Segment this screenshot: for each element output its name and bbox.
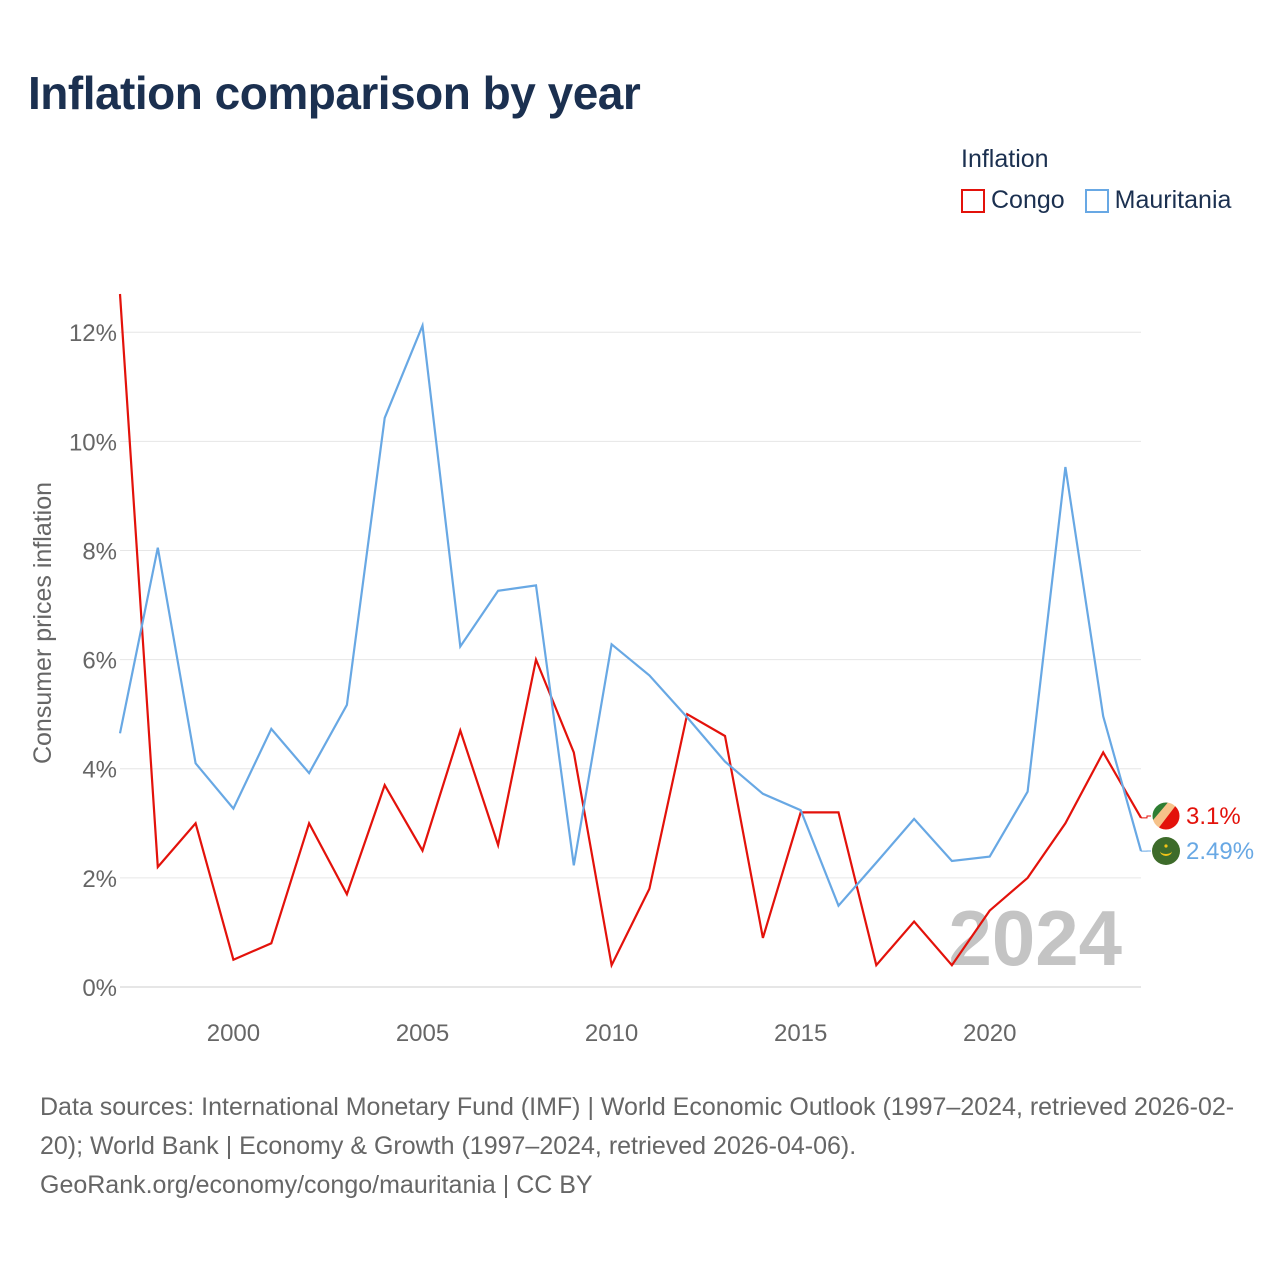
legend-label-congo: Congo <box>991 186 1065 214</box>
legend-item-congo[interactable]: Congo <box>961 186 1065 215</box>
congo-flag-icon <box>1151 801 1181 831</box>
mauritania-flag-icon <box>1152 837 1180 865</box>
end-label-congo: 3.1% <box>1186 803 1241 830</box>
x-tick-label: 2020 <box>963 1020 1016 1047</box>
y-tick-label: 8% <box>82 538 117 565</box>
chart-title: Inflation comparison by year <box>28 67 641 119</box>
legend-swatch-mauritania <box>1084 188 1109 213</box>
series <box>118 293 1143 969</box>
end-label-mauritania: 2.49% <box>1186 838 1254 865</box>
y-axis-label: Consumer prices inflation <box>29 482 57 764</box>
y-tick-label: 12% <box>69 320 117 347</box>
series-line-mauritania <box>118 321 1143 908</box>
y-tick-label: 2% <box>82 866 117 893</box>
year-watermark: 2024 <box>948 894 1122 982</box>
legend-swatch-congo <box>961 188 985 213</box>
end-connector-congo <box>1141 815 1151 819</box>
credit[interactable]: GeoRank.org/economy/congo/mauritania | C… <box>40 1171 593 1199</box>
y-tick-label: 4% <box>82 757 117 784</box>
footer: Data sources: International Monetary Fun… <box>40 1088 1250 1205</box>
series-line-congo <box>118 293 1142 969</box>
end-labels: 3.1% 2.49% <box>1141 801 1254 865</box>
x-tick-label: 2000 <box>207 1020 260 1047</box>
data-sources: Data sources: International Monetary Fun… <box>40 1093 1235 1160</box>
legend-label-mauritania: Mauritania <box>1114 186 1232 214</box>
legend-title: Inflation <box>961 145 1049 173</box>
y-tick-label: 10% <box>69 429 117 456</box>
legend: Congo Mauritania <box>961 186 1251 215</box>
x-tick-label: 2010 <box>585 1020 638 1047</box>
x-tick-label: 2005 <box>396 1020 449 1047</box>
y-tick-label: 6% <box>82 648 117 675</box>
y-tick-label: 0% <box>82 975 117 1002</box>
x-tick-label: 2015 <box>774 1020 827 1047</box>
line-chart: 0% 2% 4% 6% 8% 10% 12% 2000 2005 2010 2015 2020 202… <box>29 293 1254 1047</box>
legend-item-mauritania[interactable]: Mauritania <box>1084 186 1232 215</box>
axes: 0% 2% 4% 6% 8% 10% 12% 2000 2005 2010 2015 2020 <box>69 320 1016 1047</box>
